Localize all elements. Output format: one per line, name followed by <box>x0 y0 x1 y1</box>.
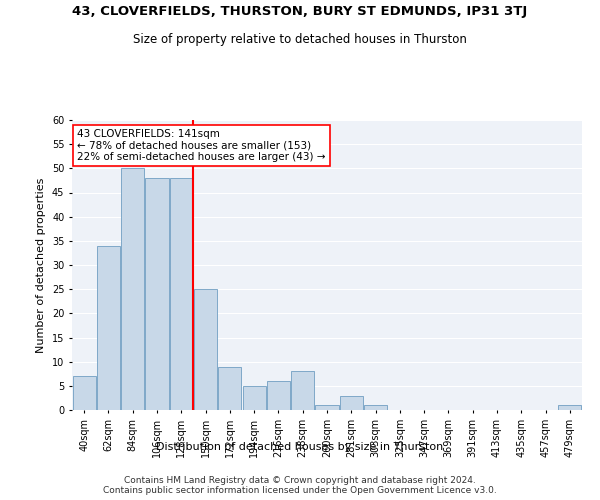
Bar <box>73 376 95 410</box>
Bar <box>291 372 314 410</box>
Text: 43, CLOVERFIELDS, THURSTON, BURY ST EDMUNDS, IP31 3TJ: 43, CLOVERFIELDS, THURSTON, BURY ST EDMU… <box>73 5 527 18</box>
Text: 43 CLOVERFIELDS: 141sqm
← 78% of detached houses are smaller (153)
22% of semi-d: 43 CLOVERFIELDS: 141sqm ← 78% of detache… <box>77 128 326 162</box>
Y-axis label: Number of detached properties: Number of detached properties <box>37 178 46 352</box>
Bar <box>242 386 266 410</box>
Bar <box>121 168 144 410</box>
Bar <box>97 246 120 410</box>
Text: Contains HM Land Registry data © Crown copyright and database right 2024.
Contai: Contains HM Land Registry data © Crown c… <box>103 476 497 495</box>
Bar <box>170 178 193 410</box>
Text: Distribution of detached houses by size in Thurston: Distribution of detached houses by size … <box>157 442 443 452</box>
Bar <box>559 405 581 410</box>
Bar <box>340 396 363 410</box>
Bar <box>145 178 169 410</box>
Text: Size of property relative to detached houses in Thurston: Size of property relative to detached ho… <box>133 32 467 46</box>
Bar <box>194 289 217 410</box>
Bar <box>267 381 290 410</box>
Bar <box>316 405 338 410</box>
Bar <box>218 366 241 410</box>
Bar <box>364 405 387 410</box>
